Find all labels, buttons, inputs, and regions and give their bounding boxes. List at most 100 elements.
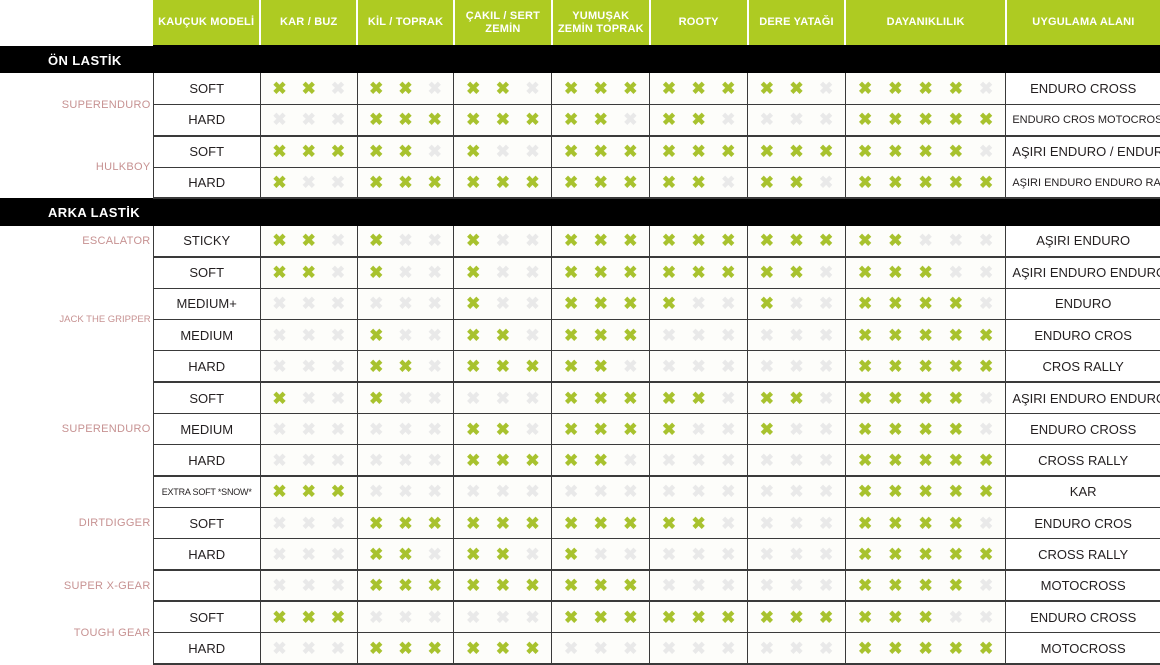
x-mark-empty-icon: ✖: [466, 607, 481, 627]
x-mark-filled-icon: ✖: [789, 142, 804, 162]
rating-cell-dere-yatagi: ✖ ✖ ✖: [747, 319, 846, 352]
x-mark-filled-icon: ✖: [721, 79, 736, 99]
x-mark-filled-icon: ✖: [495, 356, 511, 376]
x-mark-filled-icon: ✖: [979, 173, 994, 193]
x-mark-empty-icon: ✖: [301, 513, 316, 533]
rating-cell-dayaniklilik: ✖ ✖ ✖ ✖ ✖: [845, 256, 1007, 289]
rating-cell-rooty: ✖ ✖ ✖: [649, 135, 749, 168]
x-mark-empty-icon: ✖: [819, 356, 834, 376]
compound-label: [152, 569, 261, 603]
x-mark-filled-icon: ✖: [888, 110, 903, 130]
rating-cell-dayaniklilik: ✖ ✖ ✖ ✖ ✖: [845, 104, 1007, 137]
x-mark-filled-icon: ✖: [593, 294, 608, 314]
x-mark-empty-icon: ✖: [272, 638, 287, 658]
rating-cell-rooty: ✖ ✖ ✖: [649, 538, 749, 571]
usage-label: ENDURO CROSS: [1005, 413, 1160, 446]
table-row: HARD ✖ ✖ ✖ ✖ ✖ ✖ ✖ ✖ ✖ ✖ ✖ ✖ ✖ ✖ ✖ ✖ ✖ ✖ ✖ ✖ ✖ ✖ ✖ CROSS RALLY: [0, 444, 1160, 478]
table-row: HARD ✖ ✖ ✖ ✖ ✖ ✖ ✖ ✖ ✖ ✖ ✖ ✖ ✖ ✖ ✖ ✖ ✖ ✖ ✖ ✖ ✖ ✖ ✖ ENDURO CROS M…: [0, 104, 1160, 137]
x-mark-empty-icon: ✖: [525, 482, 540, 502]
x-mark-filled-icon: ✖: [857, 79, 873, 99]
x-mark-filled-icon: ✖: [398, 79, 413, 99]
x-mark-filled-icon: ✖: [888, 388, 903, 408]
x-mark-empty-icon: ✖: [759, 513, 775, 533]
x-mark-filled-icon: ✖: [789, 231, 804, 251]
x-mark-empty-icon: ✖: [525, 544, 540, 564]
x-mark-filled-icon: ✖: [623, 79, 638, 99]
x-mark-filled-icon: ✖: [564, 173, 579, 193]
x-mark-empty-icon: ✖: [525, 79, 540, 99]
rating-cell-dayaniklilik: ✖ ✖ ✖ ✖ ✖: [845, 507, 1007, 540]
x-mark-empty-icon: ✖: [721, 638, 736, 658]
x-mark-filled-icon: ✖: [466, 419, 481, 439]
x-mark-empty-icon: ✖: [495, 142, 511, 162]
rating-cell-rooty: ✖ ✖ ✖: [649, 73, 749, 106]
x-mark-filled-icon: ✖: [525, 576, 540, 596]
x-mark-filled-icon: ✖: [948, 356, 964, 376]
rating-cell-yumusak-zemin-toprak: ✖ ✖ ✖: [551, 73, 651, 106]
x-mark-empty-icon: ✖: [623, 450, 638, 470]
rating-cell-dayaniklilik: ✖ ✖ ✖ ✖ ✖: [845, 444, 1007, 478]
section-title-arka-lastik: ARKA LASTİK: [0, 198, 1160, 226]
x-mark-empty-icon: ✖: [272, 513, 287, 533]
header-row: KAUÇUK MODELİ KAR / BUZ KİL / TOPRAK ÇAKIL …: [0, 0, 1160, 47]
x-mark-empty-icon: ✖: [427, 79, 442, 99]
x-mark-empty-icon: ✖: [330, 263, 346, 283]
rating-cell-dere-yatagi: ✖ ✖ ✖: [747, 632, 846, 665]
x-mark-filled-icon: ✖: [857, 110, 873, 130]
x-mark-filled-icon: ✖: [564, 79, 579, 99]
x-mark-filled-icon: ✖: [948, 388, 964, 408]
x-mark-filled-icon: ✖: [661, 110, 677, 130]
rating-cell-dere-yatagi: ✖ ✖ ✖: [747, 135, 846, 168]
x-mark-empty-icon: ✖: [398, 419, 413, 439]
x-mark-filled-icon: ✖: [564, 263, 579, 283]
x-mark-filled-icon: ✖: [857, 356, 873, 376]
x-mark-empty-icon: ✖: [272, 110, 287, 130]
x-mark-empty-icon: ✖: [330, 576, 346, 596]
usage-label: MOTOCROSS: [1005, 569, 1160, 603]
x-mark-filled-icon: ✖: [721, 263, 736, 283]
x-mark-filled-icon: ✖: [369, 231, 384, 251]
x-mark-empty-icon: ✖: [272, 325, 287, 345]
table-row: SUPER X-GEAR ✖ ✖ ✖ ✖ ✖ ✖ ✖ ✖ ✖ ✖ ✖ ✖ ✖ ✖ ✖ ✖ ✖ ✖ ✖ ✖ ✖ ✖ ✖ MOTOC…: [0, 569, 1160, 603]
column-header-rooty: ROOTY: [649, 0, 749, 47]
table-row: DIRTDIGGER EXTRA SOFT *SNOW* ✖ ✖ ✖ ✖ ✖ ✖ ✖ ✖ ✖ ✖ ✖ ✖ ✖…: [0, 476, 1160, 570]
x-mark-empty-icon: ✖: [272, 356, 287, 376]
x-mark-empty-icon: ✖: [721, 388, 736, 408]
x-mark-empty-icon: ✖: [789, 576, 804, 596]
x-mark-filled-icon: ✖: [691, 79, 706, 99]
x-mark-filled-icon: ✖: [661, 231, 677, 251]
rating-cell-dere-yatagi: ✖ ✖ ✖: [747, 538, 846, 571]
x-mark-empty-icon: ✖: [272, 576, 287, 596]
x-mark-empty-icon: ✖: [819, 638, 834, 658]
x-mark-empty-icon: ✖: [398, 263, 413, 283]
x-mark-empty-icon: ✖: [466, 388, 481, 408]
rating-cell-yumusak-zemin-toprak: ✖ ✖ ✖: [551, 601, 651, 634]
x-mark-filled-icon: ✖: [661, 513, 677, 533]
x-mark-filled-icon: ✖: [466, 325, 481, 345]
x-mark-filled-icon: ✖: [369, 544, 384, 564]
x-mark-filled-icon: ✖: [272, 173, 287, 193]
rating-cell-kil-toprak: ✖ ✖ ✖: [357, 167, 455, 200]
x-mark-filled-icon: ✖: [979, 325, 994, 345]
x-mark-filled-icon: ✖: [888, 638, 903, 658]
x-mark-filled-icon: ✖: [857, 325, 873, 345]
x-mark-empty-icon: ✖: [330, 173, 346, 193]
x-mark-filled-icon: ✖: [564, 110, 579, 130]
rating-cell-kar-buz: ✖ ✖ ✖: [259, 319, 358, 352]
x-mark-filled-icon: ✖: [918, 356, 933, 376]
x-mark-filled-icon: ✖: [918, 294, 933, 314]
rating-cell-rooty: ✖ ✖ ✖: [649, 288, 749, 321]
x-mark-empty-icon: ✖: [691, 544, 706, 564]
x-mark-filled-icon: ✖: [979, 638, 994, 658]
rating-cell-cakil-sert-zemin: ✖ ✖ ✖: [453, 73, 553, 106]
x-mark-empty-icon: ✖: [721, 294, 736, 314]
brand-label: DIRTDIGGER: [0, 476, 154, 570]
x-mark-filled-icon: ✖: [948, 419, 964, 439]
x-mark-empty-icon: ✖: [427, 388, 442, 408]
x-mark-filled-icon: ✖: [330, 482, 346, 502]
rating-cell-kar-buz: ✖ ✖ ✖: [259, 569, 358, 603]
x-mark-filled-icon: ✖: [819, 231, 834, 251]
x-mark-empty-icon: ✖: [819, 294, 834, 314]
